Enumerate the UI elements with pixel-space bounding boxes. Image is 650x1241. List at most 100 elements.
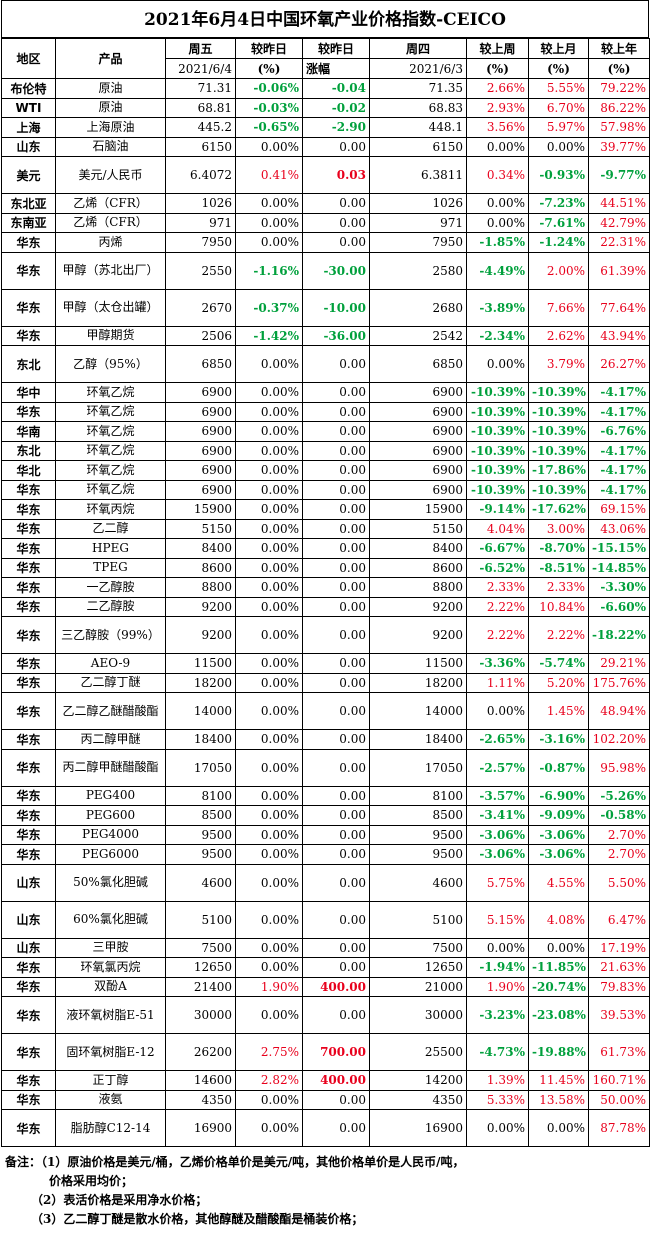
cell-year-chg: 39.53% (588, 996, 650, 1034)
cell-product: 乙二醇乙醚醋酸酯 (55, 692, 166, 730)
cell-week-chg: -3.23% (466, 996, 529, 1034)
cell-chg-pct: 0.00% (235, 996, 303, 1034)
notes: 备注：（1）原油价格是美元/桶，乙烯价格单价是美元/吨，其他价格单价是人民币/吨… (1, 1147, 649, 1229)
cell-week-chg: 0.00% (466, 212, 529, 233)
note-1b: 价格采用均价； (49, 1174, 134, 1188)
cell-year-chg: 57.98% (588, 117, 650, 138)
cell-chg-pct: 0.00% (235, 193, 303, 214)
cell-product: 丙二醇甲醚 (55, 729, 166, 750)
cell-region: 华东 (1, 232, 56, 253)
cell-chg-amt: 0.00 (302, 212, 370, 233)
cell-region: 华东 (1, 1033, 56, 1071)
cell-fri-price: 2670 (165, 288, 236, 327)
cell-chg-pct: 0.00% (235, 460, 303, 481)
cell-chg-pct: 2.82% (235, 1070, 303, 1091)
cell-chg-amt: 700.00 (302, 1033, 370, 1071)
cell-product: 三甲胺 (55, 937, 166, 958)
cell-year-chg: 29.21% (588, 653, 650, 674)
cell-product: 双酚A (55, 976, 166, 997)
cell-product: 环氧丙烷 (55, 499, 166, 520)
cell-chg-amt: 0.00 (302, 479, 370, 500)
cell-week-chg: 1.39% (466, 1070, 529, 1091)
table-row: 华北 环氧乙烷 6900 0.00% 0.00 6900 -10.39% -17.86% -4.… (1, 460, 650, 481)
cell-thu-price: 8500 (369, 805, 467, 826)
cell-thu-price: 6900 (369, 421, 467, 442)
cell-thu-price: 9500 (369, 824, 467, 845)
cell-year-chg: 61.39% (588, 251, 650, 290)
cell-product: 乙烯（CFR） (55, 212, 166, 233)
cell-chg-pct: 0.00% (235, 937, 303, 958)
cell-fri-price: 71.31 (165, 78, 236, 99)
cell-region: 山东 (1, 900, 56, 939)
cell-region: 华东 (1, 538, 56, 559)
cell-year-chg: -15.15% (588, 538, 650, 559)
cell-region: 华东 (1, 824, 56, 845)
note-2: （2）表活价格是采用净水价格； (31, 1193, 208, 1207)
cell-region: 华东 (1, 692, 56, 730)
cell-thu-price: 17050 (369, 748, 467, 787)
cell-month-chg: -10.39% (528, 440, 589, 461)
cell-month-chg: 13.58% (528, 1089, 589, 1110)
cell-chg-amt: -36.00 (302, 325, 370, 346)
cell-week-chg: 1.90% (466, 976, 529, 997)
table-row: 华东 环氧氯丙烷 12650 0.00% 0.00 12650 -1.94% -11.85% 2… (1, 957, 650, 978)
cell-product: 50%氯化胆碱 (55, 863, 166, 902)
cell-product: 美元/人民币 (55, 156, 166, 194)
table-row: 华东 脂肪醇C12-14 16900 0.00% 0.00 16900 0.00% 0.00%… (1, 1109, 650, 1147)
table-row: 华东 乙二醇 5150 0.00% 0.00 5150 4.04% 3.00% 43.06% (1, 518, 650, 539)
cell-region: 华东 (1, 479, 56, 500)
cell-week-chg: -3.89% (466, 288, 529, 327)
cell-year-chg: -14.85% (588, 557, 650, 578)
cell-product: 原油 (55, 97, 166, 118)
table-row: 布伦特 原油 71.31 -0.06% -0.04 71.35 2.66% 5.55% 79.2… (1, 78, 650, 99)
table-row: 华东 PEG4000 9500 0.00% 0.00 9500 -3.06% -3.06% 2.… (1, 824, 650, 845)
cell-month-chg: -7.23% (528, 193, 589, 214)
cell-chg-pct: 2.75% (235, 1033, 303, 1071)
cell-fri-price: 9200 (165, 596, 236, 617)
table-row: 华东 乙二醇丁醚 18200 0.00% 0.00 18200 1.11% 5.20% 175.… (1, 672, 650, 693)
cell-region: 美元 (1, 156, 56, 194)
cell-year-chg: 79.22% (588, 78, 650, 99)
cell-fri-price: 6900 (165, 401, 236, 422)
cell-week-chg: -10.39% (466, 382, 529, 403)
cell-week-chg: 5.75% (466, 863, 529, 902)
cell-thu-price: 6900 (369, 401, 467, 422)
cell-thu-price: 971 (369, 212, 467, 233)
cell-fri-price: 6150 (165, 136, 236, 157)
table-row: 山东 三甲胺 7500 0.00% 0.00 7500 0.00% 0.00% 17.19% (1, 937, 650, 958)
cell-chg-pct: -0.37% (235, 288, 303, 327)
table-row: 华东 固环氧树脂E-12 26200 2.75% 700.00 25500 -4.73% -1… (1, 1033, 650, 1071)
cell-chg-amt: 0.00 (302, 460, 370, 481)
cell-week-chg: 2.93% (466, 97, 529, 118)
cell-week-chg: -6.52% (466, 557, 529, 578)
cell-fri-price: 2550 (165, 251, 236, 290)
cell-region: 华东 (1, 499, 56, 520)
header-region: 地区 (1, 38, 56, 79)
cell-thu-price: 14000 (369, 692, 467, 730)
cell-product: 环氧乙烷 (55, 382, 166, 403)
cell-chg-amt: -2.90 (302, 117, 370, 138)
cell-month-chg: 4.55% (528, 863, 589, 902)
cell-month-chg: 5.20% (528, 672, 589, 693)
cell-week-chg: 0.00% (466, 345, 529, 383)
table-row: 华东 甲醇（苏北出厂） 2550 -1.16% -30.00 2580 -4.49% 2.00… (1, 251, 650, 290)
cell-chg-pct: 0.00% (235, 653, 303, 674)
cell-thu-price: 9200 (369, 596, 467, 617)
table-row: 华东 一乙醇胺 8800 0.00% 0.00 8800 2.33% 2.33% -3.30% (1, 577, 650, 598)
cell-fri-price: 26200 (165, 1033, 236, 1071)
cell-year-chg: 95.98% (588, 748, 650, 787)
cell-chg-pct: 0.00% (235, 616, 303, 654)
cell-month-chg: -7.61% (528, 212, 589, 233)
cell-month-chg: -10.39% (528, 421, 589, 442)
table-body: 布伦特 原油 71.31 -0.06% -0.04 71.35 2.66% 5.55% 79.2… (1, 78, 650, 1147)
cell-week-chg: 0.00% (466, 692, 529, 730)
cell-fri-price: 5150 (165, 518, 236, 539)
cell-thu-price: 18200 (369, 672, 467, 693)
cell-month-chg: -23.08% (528, 996, 589, 1034)
cell-chg-amt: -0.04 (302, 78, 370, 99)
cell-week-chg: 3.56% (466, 117, 529, 138)
cell-year-chg: 50.00% (588, 1089, 650, 1110)
cell-month-chg: -11.85% (528, 957, 589, 978)
cell-month-chg: 0.00% (528, 1109, 589, 1147)
cell-month-chg: 10.84% (528, 596, 589, 617)
